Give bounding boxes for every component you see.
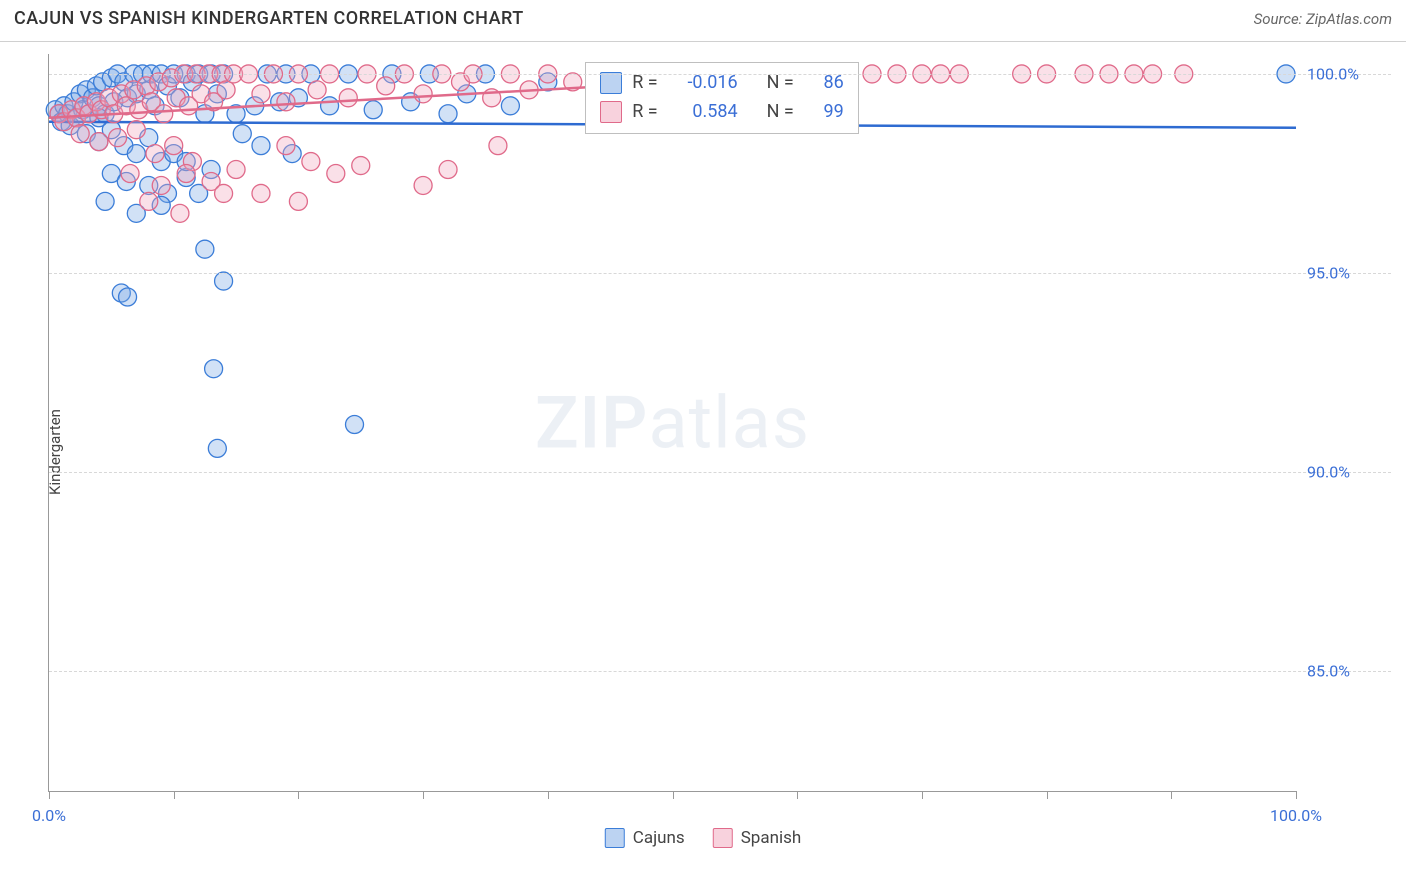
x-tick (49, 791, 50, 799)
scatter-point (352, 157, 370, 175)
correlation-legend: R =-0.016 N =86R =0.584 N =99 (585, 62, 859, 134)
scatter-point (339, 89, 357, 107)
scatter-point (277, 93, 295, 111)
legend-row: R = 0.584 N = 99 (600, 98, 844, 127)
plot-wrapper: Kindergarten ZIPatlas R =-0.016 N =86R =… (0, 42, 1406, 862)
scatter-point (146, 145, 164, 163)
x-tick (1171, 791, 1172, 799)
scatter-point (121, 165, 139, 183)
gridline (49, 273, 1391, 274)
y-tick-label: 85.0% (1307, 662, 1400, 681)
scatter-point (233, 125, 251, 143)
x-tick (423, 791, 424, 799)
scatter-point (217, 81, 235, 99)
legend-swatch (605, 828, 625, 848)
x-tick (548, 791, 549, 799)
x-tick (1296, 791, 1297, 799)
scatter-point (140, 192, 158, 210)
scatter-point (277, 137, 295, 155)
x-tick (1047, 791, 1048, 799)
stat-n-value: 99 (804, 98, 844, 127)
scatter-point (308, 81, 326, 99)
scatter-point (96, 192, 114, 210)
scatter-point (215, 272, 233, 290)
scatter-point (364, 101, 382, 119)
y-tick-label: 95.0% (1307, 264, 1400, 283)
scatter-point (215, 184, 233, 202)
scatter-point (177, 165, 195, 183)
scatter-point (196, 240, 214, 258)
scatter-point (414, 85, 432, 103)
scatter-point (127, 145, 145, 163)
x-tick-label: 100.0% (1270, 806, 1322, 825)
gridline (49, 74, 1391, 75)
gridline (49, 472, 1391, 473)
legend-item: Cajuns (605, 828, 685, 848)
legend-swatch (600, 72, 622, 94)
scatter-point (227, 161, 245, 179)
scatter-point (439, 161, 457, 179)
chart-header: CAJUN VS SPANISH KINDERGARTEN CORRELATIO… (0, 0, 1406, 42)
scatter-point (302, 153, 320, 171)
x-tick (922, 791, 923, 799)
scatter-point (127, 121, 145, 139)
series-legend: Cajuns Spanish (605, 828, 801, 848)
scatter-point (90, 133, 108, 151)
scatter-point (165, 137, 183, 155)
scatter-point (289, 192, 307, 210)
scatter-point (501, 97, 519, 115)
x-tick (298, 791, 299, 799)
scatter-point (252, 85, 270, 103)
scatter-point (377, 77, 395, 95)
y-tick-label: 90.0% (1307, 463, 1400, 482)
legend-label: Spanish (741, 828, 802, 848)
x-tick (174, 791, 175, 799)
scatter-point (71, 125, 89, 143)
chart-title: CAJUN VS SPANISH KINDERGARTEN CORRELATIO… (14, 8, 524, 29)
scatter-point (252, 137, 270, 155)
stat-r-label: R = (632, 98, 657, 127)
gridline (49, 671, 1391, 672)
scatter-point (346, 415, 364, 433)
chart-source: Source: ZipAtlas.com (1254, 10, 1392, 28)
scatter-point (321, 97, 339, 115)
scatter-point (205, 360, 223, 378)
plot-area: ZIPatlas R =-0.016 N =86R =0.584 N =99 0… (48, 54, 1296, 792)
scatter-point (152, 176, 170, 194)
scatter-point (489, 137, 507, 155)
scatter-point (155, 105, 173, 123)
scatter-point (171, 204, 189, 222)
stat-r-value: 0.584 (668, 98, 738, 127)
scatter-point (327, 165, 345, 183)
chart-svg (49, 54, 1296, 791)
stat-n-label: N = (767, 98, 794, 127)
legend-swatch (713, 828, 733, 848)
scatter-point (414, 176, 432, 194)
scatter-point (439, 105, 457, 123)
legend-item: Spanish (713, 828, 802, 848)
scatter-point (252, 184, 270, 202)
legend-swatch (600, 101, 622, 123)
x-tick (673, 791, 674, 799)
legend-label: Cajuns (633, 828, 685, 848)
x-tick-label: 0.0% (32, 806, 66, 825)
scatter-point (109, 129, 127, 147)
scatter-point (119, 288, 137, 306)
scatter-point (208, 439, 226, 457)
x-tick (797, 791, 798, 799)
y-tick-label: 100.0% (1307, 64, 1400, 83)
